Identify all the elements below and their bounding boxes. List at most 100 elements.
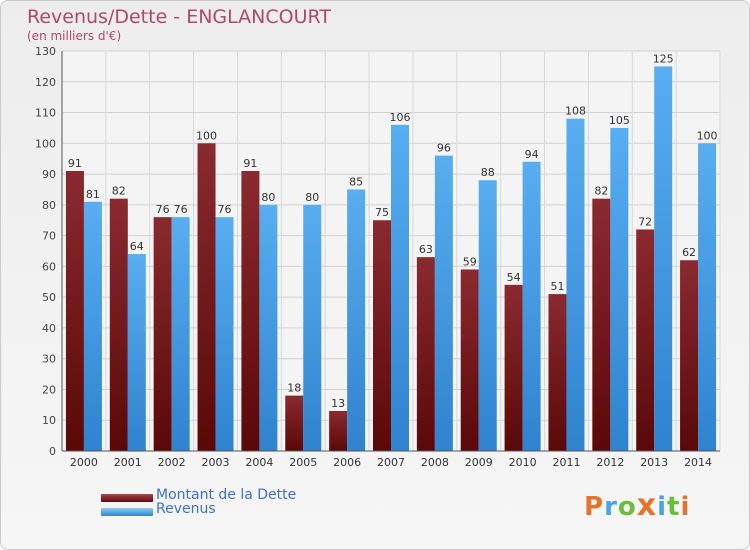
bar-dette (109, 198, 128, 451)
x-tick-label: 2011 (552, 456, 580, 469)
bar-revenus (654, 66, 673, 451)
data-label-dette: 76 (156, 203, 170, 216)
legend-label-revenus: Revenus (156, 501, 216, 517)
data-label-revenus: 105 (609, 114, 630, 127)
bar-dette (460, 269, 479, 451)
x-tick-label: 2013 (640, 456, 668, 469)
data-label-revenus: 76 (174, 203, 188, 216)
bar-dette (373, 220, 391, 451)
chart-title: Revenus/Dette - ENGLANCOURT (27, 6, 331, 28)
x-tick-label: 2012 (596, 456, 624, 469)
bar-dette (65, 171, 84, 451)
bar-revenus (347, 189, 366, 451)
data-label-revenus: 88 (481, 166, 495, 179)
y-tick-label: 30 (42, 353, 56, 366)
bar-dette (504, 284, 523, 451)
logo-letter: i (680, 492, 691, 522)
bar-dette (416, 257, 435, 451)
x-tick-label: 2009 (465, 456, 493, 469)
data-label-dette: 82 (112, 185, 126, 198)
data-label-dette: 63 (419, 243, 433, 256)
bar-dette (329, 411, 348, 451)
y-tick-label: 90 (42, 168, 56, 181)
y-tick-label: 60 (42, 260, 56, 273)
data-label-dette: 18 (287, 382, 301, 395)
bar-revenus (303, 204, 322, 451)
bar-revenus (478, 180, 497, 451)
y-tick-label: 40 (42, 322, 56, 335)
data-label-revenus: 85 (349, 175, 363, 188)
legend-label-dette: Montant de la Dette (156, 487, 297, 503)
bar-revenus (391, 124, 409, 451)
bar-revenus (566, 118, 585, 451)
bar-dette (197, 143, 216, 452)
x-tick-label: 2008 (421, 456, 449, 469)
data-label-revenus: 94 (525, 148, 539, 161)
data-label-revenus: 108 (565, 105, 586, 118)
bar-dette (153, 217, 172, 451)
y-tick-label: 10 (42, 414, 56, 427)
data-label-dette: 75 (375, 206, 389, 219)
data-label-dette: 62 (682, 246, 696, 259)
legend-swatch-dette (101, 494, 153, 502)
chart-subtitle: (en milliers d'€) (27, 29, 122, 43)
x-tick-label: 2000 (70, 456, 98, 469)
x-tick-label: 2005 (289, 456, 317, 469)
logo-letter: P (584, 492, 605, 522)
proxiti-logo: Proxiti (584, 488, 690, 523)
bar-revenus (522, 161, 541, 451)
x-tick-label: 2003 (202, 456, 230, 469)
y-tick-label: 130 (35, 45, 56, 58)
data-label-revenus: 125 (653, 52, 674, 65)
data-label-dette: 51 (550, 280, 564, 293)
bar-revenus (127, 254, 146, 451)
y-tick-label: 100 (35, 137, 56, 150)
legend-swatch-revenus (101, 508, 153, 516)
bar-revenus (434, 155, 453, 451)
logo-letter: t (667, 492, 681, 522)
data-label-revenus: 106 (390, 111, 411, 124)
data-label-dette: 91 (243, 157, 257, 170)
y-tick-label: 0 (49, 445, 56, 458)
bar-dette (592, 198, 611, 451)
data-label-revenus: 96 (437, 142, 451, 155)
logo-letter: i (657, 492, 668, 522)
y-tick-label: 110 (35, 107, 56, 120)
bar-dette (285, 395, 304, 451)
x-tick-label: 2006 (333, 456, 361, 469)
x-tick-label: 2004 (245, 456, 273, 469)
bar-dette (636, 229, 655, 451)
y-tick-label: 80 (42, 199, 56, 212)
logo-letter: x (636, 488, 658, 523)
data-label-dette: 13 (331, 397, 345, 410)
x-tick-label: 2014 (684, 456, 712, 469)
y-tick-label: 70 (42, 230, 56, 243)
bar-revenus (171, 217, 190, 451)
data-label-dette: 59 (463, 255, 477, 268)
data-label-dette: 72 (638, 215, 652, 228)
data-label-revenus: 80 (261, 191, 275, 204)
y-tick-label: 20 (42, 383, 56, 396)
data-label-revenus: 100 (697, 129, 718, 142)
data-label-dette: 82 (594, 185, 608, 198)
data-label-dette: 54 (507, 271, 521, 284)
data-label-dette: 91 (68, 157, 82, 170)
data-label-revenus: 64 (130, 240, 144, 253)
data-label-revenus: 81 (86, 188, 100, 201)
logo-letter: r (604, 492, 618, 522)
x-tick-label: 2010 (509, 456, 537, 469)
x-tick-label: 2007 (377, 456, 405, 469)
bar-dette (680, 260, 699, 451)
data-label-dette: 100 (196, 129, 217, 142)
bar-revenus (610, 127, 629, 451)
bar-dette (548, 294, 567, 451)
x-tick-label: 2002 (158, 456, 186, 469)
bar-dette (241, 171, 260, 451)
bar-revenus (259, 204, 278, 451)
bar-revenus (83, 201, 102, 451)
bar-revenus (698, 143, 717, 452)
bar-revenus (215, 217, 234, 451)
y-tick-label: 50 (42, 291, 56, 304)
